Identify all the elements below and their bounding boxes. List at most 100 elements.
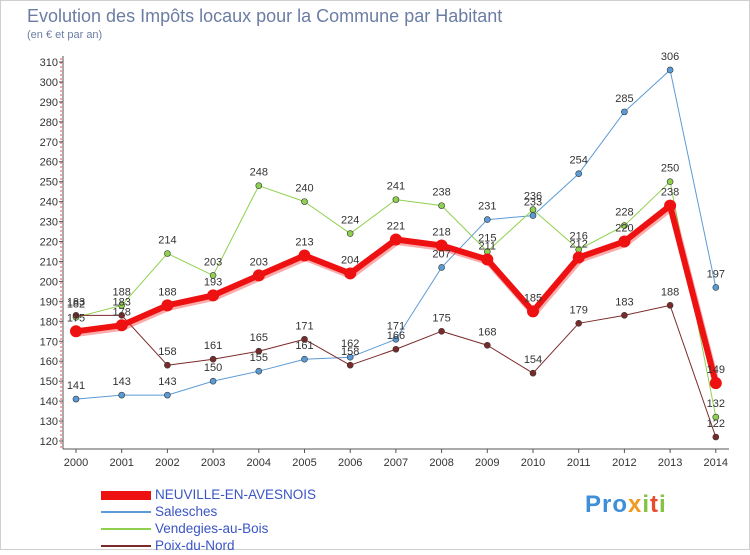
data-label: 183 — [113, 296, 131, 308]
axes: 120 130 140 150 160 170 180 190 200 210 220 230 240 2… — [40, 56, 729, 469]
data-label: 182 — [67, 298, 85, 310]
y-tick-label: 290 — [40, 97, 58, 109]
data-point — [164, 361, 171, 369]
data-point — [255, 182, 263, 189]
data-point — [666, 66, 674, 74]
data-label: 168 — [478, 326, 496, 338]
data-label: 143 — [158, 376, 176, 388]
x-tick-label: 2001 — [109, 457, 133, 469]
data-label: 220 — [615, 223, 633, 235]
data-point — [118, 312, 125, 319]
x-tick-label: 2000 — [64, 457, 88, 469]
x-tick-label: 2013 — [658, 457, 682, 469]
data-label: 175 — [432, 312, 450, 324]
data-point — [207, 289, 220, 302]
series-lines — [70, 66, 722, 441]
data-point — [115, 319, 128, 332]
data-label: 285 — [615, 93, 633, 105]
data-label: 221 — [387, 221, 405, 233]
y-tick-label: 160 — [40, 356, 58, 368]
data-label: 162 — [341, 338, 359, 350]
legend-swatch — [101, 528, 151, 530]
data-point — [709, 377, 722, 390]
y-tick-label: 150 — [40, 376, 58, 388]
data-point — [344, 267, 357, 280]
data-point — [529, 369, 537, 377]
y-tick-label: 270 — [40, 137, 58, 149]
data-label: 203 — [204, 256, 222, 268]
data-label: 240 — [295, 183, 313, 195]
data-point — [346, 230, 354, 237]
data-label: 236 — [524, 191, 542, 203]
data-label: 188 — [661, 286, 679, 298]
x-tick-label: 2004 — [247, 457, 271, 469]
data-label: 183 — [67, 296, 85, 308]
y-tick-label: 300 — [40, 77, 58, 89]
data-label: 248 — [250, 167, 268, 179]
y-tick-label: 180 — [40, 316, 58, 328]
data-point — [438, 202, 445, 209]
data-point — [346, 361, 354, 369]
y-tick-label: 200 — [40, 276, 58, 288]
y-tick-label: 170 — [40, 336, 58, 348]
data-point — [209, 377, 217, 385]
data-label: 238 — [432, 187, 450, 199]
data-label: 166 — [387, 330, 405, 342]
data-label: 238 — [661, 187, 679, 199]
data-point — [621, 222, 628, 229]
data-point — [483, 341, 491, 349]
data-point — [483, 216, 491, 223]
chart-title: Evolution des Impôts locaux pour la Comm… — [27, 6, 503, 26]
legend-label: NEUVILLE-EN-AVESNOIS — [155, 487, 317, 502]
data-label: 179 — [570, 304, 588, 316]
data-label: 193 — [204, 276, 222, 288]
data-point — [712, 413, 720, 421]
data-point — [164, 391, 171, 399]
data-point — [621, 108, 628, 116]
data-point — [712, 284, 720, 291]
data-point — [301, 335, 308, 343]
data-label: 203 — [250, 256, 268, 268]
data-point — [161, 299, 174, 312]
y-tick-label: 280 — [40, 117, 58, 129]
data-point — [70, 325, 82, 338]
y-tick-label: 220 — [40, 237, 58, 249]
data-point — [621, 312, 628, 319]
y-tick-label: 140 — [40, 396, 58, 408]
data-label: 233 — [524, 197, 542, 209]
data-label: 165 — [250, 332, 268, 344]
data-point — [209, 272, 217, 279]
data-point — [666, 178, 674, 185]
data-label: 231 — [478, 201, 496, 213]
data-label: 178 — [113, 306, 131, 318]
x-tick-label: 2010 — [521, 457, 545, 469]
x-tick-label: 2002 — [155, 457, 179, 469]
y-tick-label: 120 — [40, 436, 58, 448]
data-label: 158 — [158, 346, 176, 358]
logo-part: Pro — [585, 491, 629, 518]
data-point — [575, 320, 583, 327]
data-point — [664, 199, 677, 212]
legend-swatch — [101, 545, 151, 547]
y-tick-label: 230 — [40, 217, 58, 229]
data-point — [481, 253, 494, 266]
x-tick-label: 2005 — [292, 457, 316, 469]
data-label: 212 — [570, 238, 588, 250]
data-point — [301, 198, 308, 205]
data-point — [392, 335, 400, 343]
data-point — [72, 395, 80, 403]
x-tick-label: 2011 — [567, 457, 591, 469]
data-label: 216 — [570, 231, 588, 243]
data-point — [118, 302, 125, 309]
data-label: 155 — [250, 352, 268, 364]
data-point — [164, 250, 171, 257]
x-tick-label: 2014 — [704, 457, 728, 469]
y-tick-label: 250 — [40, 177, 58, 189]
data-label: 214 — [158, 234, 176, 246]
x-tick-label: 2008 — [429, 457, 453, 469]
data-label: 250 — [661, 163, 679, 175]
x-tick-label: 2009 — [475, 457, 499, 469]
proxiti-logo: Proxiti — [585, 491, 667, 519]
data-point — [298, 249, 311, 262]
data-label: 149 — [707, 364, 725, 376]
